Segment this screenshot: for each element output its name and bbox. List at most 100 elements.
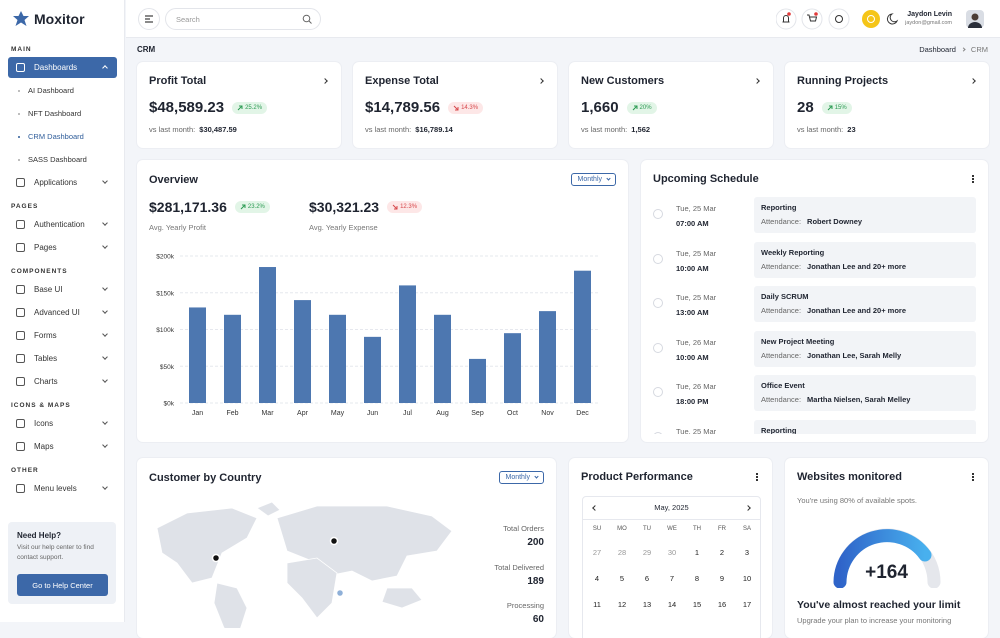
settings[interactable] <box>828 8 850 30</box>
calendar-day[interactable]: 9 <box>719 574 725 583</box>
event-time: 10:00 AM <box>676 352 709 362</box>
bar <box>294 300 311 403</box>
nav-item[interactable]: Menu levels <box>8 478 117 499</box>
event-box[interactable]: Office Event Attendance: Martha Nielsen, S… <box>754 375 976 412</box>
attendance-label: Attendance: <box>761 350 802 360</box>
calendar-day[interactable]: 15 <box>692 600 702 609</box>
calendar-day[interactable]: 11 <box>593 600 601 609</box>
nav-item[interactable]: Icons <box>8 413 117 434</box>
product-menu[interactable] <box>756 473 758 481</box>
calendar-day[interactable]: 16 <box>717 600 727 609</box>
light-mode[interactable] <box>862 10 880 28</box>
calendar-day[interactable]: 29 <box>642 548 652 557</box>
nav-subitem[interactable]: NFT Dashboard <box>8 103 117 124</box>
calendar-day[interactable]: 5 <box>619 574 625 583</box>
calendar-day[interactable]: 1 <box>694 548 700 557</box>
arrow <box>632 105 638 110</box>
weekday: TH <box>693 526 701 532</box>
user-info[interactable]: Jaydon Levin jaydon@gmail.com <box>905 11 952 26</box>
nav-item[interactable]: Dashboards <box>8 57 117 78</box>
event-check[interactable] <box>653 387 663 398</box>
nav-item[interactable]: Advanced UI <box>8 302 117 323</box>
event-box[interactable]: Reporting Attendance: Robert Downey <box>754 197 976 233</box>
compare-value: $30,487.59 <box>199 125 237 134</box>
nav-item[interactable]: Applications <box>8 172 117 193</box>
calendar-day[interactable]: 4 <box>594 574 600 583</box>
calendar-day[interactable]: 8 <box>694 574 700 583</box>
help-box: Need Help? Visit our help center to find… <box>8 522 116 604</box>
calendar-divider <box>583 519 760 520</box>
breadcrumb-item[interactable]: Dashboard <box>919 45 956 54</box>
calendar-day[interactable]: 27 <box>592 548 602 557</box>
nav-subitem[interactable]: SASS Dashboard <box>8 149 117 170</box>
dark-mode[interactable] <box>886 13 899 25</box>
nav-item[interactable]: Maps <box>8 436 117 457</box>
nav-item[interactable]: Pages <box>8 237 117 258</box>
trend-arrow <box>392 204 398 210</box>
calendar-day[interactable]: 17 <box>742 600 752 609</box>
menu-toggle[interactable] <box>138 8 160 30</box>
websites-menu[interactable] <box>972 473 974 481</box>
schedule-menu[interactable] <box>972 175 974 183</box>
event-check[interactable] <box>653 209 663 219</box>
nav-chevron <box>102 377 108 383</box>
calendar-day[interactable]: 10 <box>742 574 752 583</box>
nav-item[interactable]: Tables <box>8 348 117 369</box>
world-map <box>156 501 453 628</box>
event-check[interactable] <box>653 298 663 309</box>
calendar-day[interactable]: 12 <box>617 600 627 609</box>
stat-card: New Customers 1,660 20% vs last month: 1,562 <box>569 62 773 148</box>
nav-item[interactable]: Base UI <box>8 279 117 300</box>
event-check[interactable] <box>653 432 663 434</box>
calendar-day[interactable]: 28 <box>617 548 627 557</box>
event-box[interactable]: Daily SCRUM Attendance: Jonathan Lee and 2… <box>754 286 976 323</box>
x-tick-label: May <box>331 410 345 417</box>
nav-item[interactable]: Charts <box>8 371 117 392</box>
nav-subitem[interactable]: AI Dashboard <box>8 80 117 101</box>
event-box[interactable]: Reporting <box>754 420 976 434</box>
trend-value: 14.3% <box>461 104 479 111</box>
stat-link[interactable] <box>970 78 976 84</box>
calendar-day[interactable]: 13 <box>642 600 652 609</box>
bell[interactable] <box>776 8 797 30</box>
nav-item[interactable]: Authentication <box>8 214 117 235</box>
compare-label: vs last month: <box>797 125 844 134</box>
stat-card: Running Projects 28 15% vs last month: 23 <box>785 62 989 148</box>
country-filter[interactable]: Monthly <box>499 471 544 484</box>
nav-icon <box>16 178 25 187</box>
event-title: Reporting <box>761 203 797 212</box>
websites-subtitle: You're using 80% of available spots. <box>797 496 917 505</box>
stat-card: Expense Total $14,789.56 14.3% vs last mont… <box>353 62 557 148</box>
trend-arrow <box>453 105 459 110</box>
map-marker[interactable] <box>329 536 339 546</box>
event-check[interactable] <box>653 342 663 353</box>
nav-subitem[interactable]: CRM Dashboard <box>8 126 117 147</box>
event-date: Tue, 25 Mar <box>676 204 717 213</box>
calendar-day[interactable]: 30 <box>667 548 677 557</box>
map-marker[interactable] <box>335 588 345 598</box>
calendar-day[interactable]: 6 <box>644 574 650 583</box>
gauge-fill <box>833 529 932 588</box>
calendar-day[interactable]: 7 <box>669 574 675 583</box>
calendar-day[interactable]: 3 <box>744 548 750 557</box>
event-check[interactable] <box>653 253 663 264</box>
websites-text: Upgrade your plan to increase your monit… <box>797 616 952 625</box>
calendar-day[interactable]: 2 <box>719 548 725 557</box>
help-button[interactable]: Go to Help Center <box>17 574 108 596</box>
overview-filter[interactable]: Monthly <box>571 173 616 186</box>
event-box[interactable]: New Project Meeting Attendance: Jonathan L… <box>754 330 976 367</box>
stat-link[interactable] <box>754 78 760 84</box>
nav-item[interactable]: Forms <box>8 325 117 346</box>
cart[interactable] <box>801 8 823 30</box>
nav-icon <box>16 220 25 229</box>
map-marker[interactable] <box>211 553 221 563</box>
stat-link[interactable] <box>322 78 328 84</box>
avatar[interactable] <box>966 10 984 28</box>
event-attendance: Attendance: Martha Nielsen, Sarah Melley <box>761 395 910 404</box>
event-box[interactable]: Weekly Reporting Attendance: Jonathan Lee … <box>754 241 976 278</box>
bar <box>539 311 556 403</box>
stat-link[interactable] <box>538 78 544 84</box>
calendar-day[interactable]: 14 <box>667 600 677 609</box>
search-box[interactable]: Search <box>165 8 321 30</box>
brand[interactable]: Moxitor <box>12 10 85 28</box>
